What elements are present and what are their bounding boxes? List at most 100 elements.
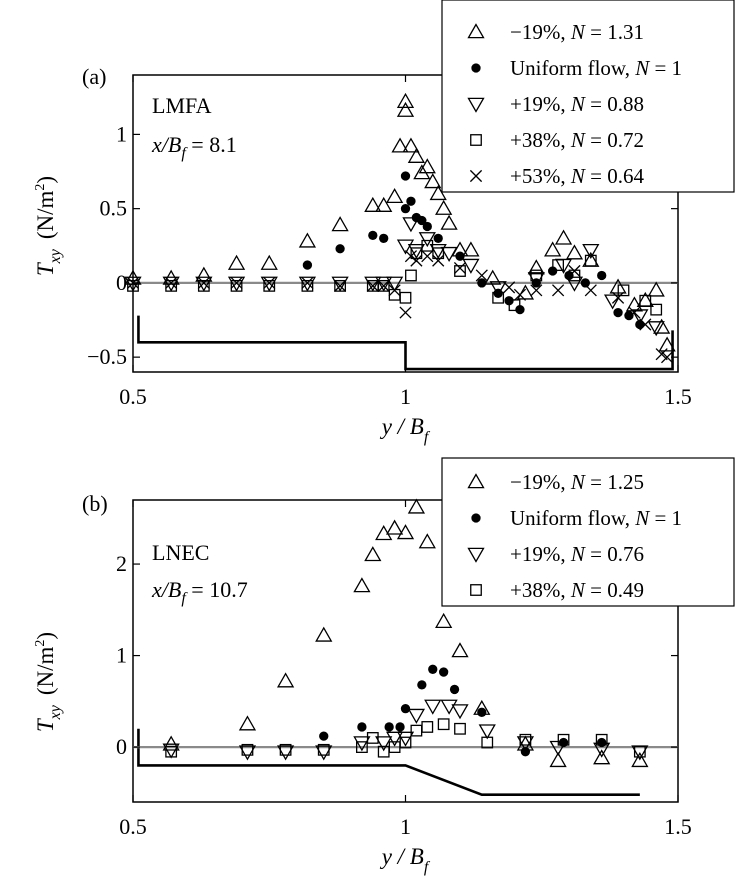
facility-label-b: LNEC — [152, 540, 209, 565]
data-point-b-3-8 — [399, 736, 412, 749]
data-point-b-3-16 — [595, 733, 608, 746]
data-point-a-1-21 — [613, 307, 623, 318]
legend-marker-b-1 — [471, 513, 481, 523]
data-point-b-1-0 — [319, 731, 329, 741]
data-point-b-1-2 — [384, 722, 394, 732]
series-a-2 — [124, 217, 665, 337]
y-axis-main-a: T — [33, 261, 58, 276]
series-b-1 — [319, 664, 607, 757]
data-point-a-3-10 — [399, 291, 412, 304]
x-axis-main-b: y / B — [380, 844, 424, 869]
data-marks-a — [124, 92, 676, 364]
data-point-b-2-4 — [353, 736, 371, 752]
data-point-b-0-11 — [435, 612, 453, 628]
data-point-b-2-13 — [516, 736, 535, 752]
data-point-b-1-1 — [357, 722, 367, 732]
data-point-a-1-3 — [379, 233, 389, 244]
data-point-a-4-25 — [639, 318, 652, 331]
data-point-a-2-23 — [631, 309, 649, 325]
data-point-a-3-21 — [584, 254, 597, 267]
data-point-a-0-28 — [565, 244, 584, 260]
data-point-a-1-10 — [433, 233, 443, 244]
data-point-a-4-4 — [263, 276, 276, 289]
data-point-a-4-8 — [377, 279, 390, 292]
data-point-a-2-22 — [603, 294, 622, 310]
legend-marker-a-1 — [471, 63, 481, 73]
ticks-b: 0.5 1 1.5 0 1 2 — [116, 500, 692, 839]
data-point-a-3-3 — [230, 279, 243, 292]
data-point-b-3-4 — [355, 741, 368, 753]
panel-label-a: (a) — [82, 64, 106, 89]
station-label-b: x/Bf = 10.7 — [151, 577, 248, 607]
data-point-b-0-10 — [418, 533, 436, 549]
legend-marker-a-4 — [469, 169, 483, 183]
data-point-b-1-5 — [417, 680, 427, 690]
x-tick-label-a-2: 1.5 — [664, 384, 692, 409]
y-axis-unit-sup-b: 2 — [33, 640, 48, 647]
x-axis-sub-a: f — [424, 429, 431, 446]
data-point-b-0-0 — [162, 735, 180, 751]
data-point-a-4-26 — [655, 348, 668, 361]
legend-label-a-2: +19%, N = 0.88 — [510, 92, 644, 116]
y-axis-sub-b: xy — [47, 704, 64, 720]
data-point-b-2-15 — [593, 742, 611, 758]
data-point-a-2-1 — [162, 276, 180, 292]
data-point-b-2-11 — [451, 704, 469, 720]
legend-box-a — [441, 0, 735, 193]
station-prefix-a: x/B — [151, 132, 181, 157]
data-point-b-3-14 — [519, 733, 532, 746]
station-suffix-b: = 10.7 — [186, 577, 248, 602]
data-point-a-3-23 — [639, 294, 652, 307]
data-point-a-1-6 — [406, 196, 416, 206]
series-b-0 — [162, 498, 649, 768]
data-point-a-1-5 — [400, 204, 411, 214]
data-point-b-3-13 — [481, 736, 494, 749]
legend-label-b-2: +19%, N = 0.76 — [510, 542, 644, 566]
station-sub-b: f — [181, 590, 188, 607]
data-point-b-1-6 — [428, 664, 438, 674]
x-tick-label-b-2: 1.5 — [664, 814, 692, 839]
panel-label-b: (b) — [82, 491, 108, 516]
data-point-a-3-6 — [334, 279, 347, 292]
data-point-a-4-17 — [502, 281, 516, 294]
data-point-a-1-8 — [417, 215, 427, 226]
data-point-a-2-11 — [402, 217, 420, 233]
data-point-a-4-10 — [399, 306, 412, 319]
legend-label-a-0: −19%, N = 1.31 — [510, 20, 644, 44]
data-point-a-3-24 — [650, 303, 663, 316]
data-point-a-1-2 — [368, 230, 378, 241]
data-point-b-3-0 — [165, 745, 178, 758]
data-point-a-4-7 — [366, 279, 379, 292]
data-point-b-2-8 — [407, 708, 426, 724]
data-point-a-1-19 — [580, 278, 590, 288]
y-tick-label-b-2: 2 — [116, 551, 127, 576]
data-point-b-3-11 — [437, 718, 450, 731]
bed-profile-b — [137, 728, 640, 796]
data-point-b-2-1 — [238, 745, 257, 761]
data-point-a-3-19 — [552, 259, 564, 271]
data-point-a-0-11 — [396, 101, 415, 117]
data-point-a-2-10 — [396, 239, 415, 255]
data-point-b-3-3 — [317, 743, 330, 756]
data-point-b-0-8 — [396, 524, 415, 540]
data-point-a-2-6 — [331, 276, 349, 292]
data-point-a-2-13 — [418, 232, 436, 248]
legend-box-b — [441, 457, 735, 607]
bed-profile-line-a — [137, 315, 674, 371]
x-axis-label-a: y / Bf — [380, 414, 431, 446]
data-point-a-0-10 — [391, 137, 409, 153]
y-axis-label-a: Txy (N/m2) — [33, 176, 64, 276]
data-point-a-2-4 — [260, 276, 278, 292]
y-axis-unit-close-b: ) — [33, 632, 58, 640]
station-prefix-b: x/B — [151, 577, 181, 602]
data-point-b-0-5 — [364, 546, 382, 562]
data-point-b-2-5 — [375, 736, 393, 752]
data-point-a-1-20 — [597, 270, 607, 281]
svg-text:Txy(N/m2): Txy (N/m2) — [33, 176, 64, 276]
bed-profile-a — [137, 315, 674, 371]
data-point-a-0-7 — [364, 196, 382, 212]
data-point-a-2-17 — [489, 281, 507, 297]
legend-marker-a-2 — [467, 97, 485, 113]
data-point-a-2-8 — [375, 276, 393, 292]
